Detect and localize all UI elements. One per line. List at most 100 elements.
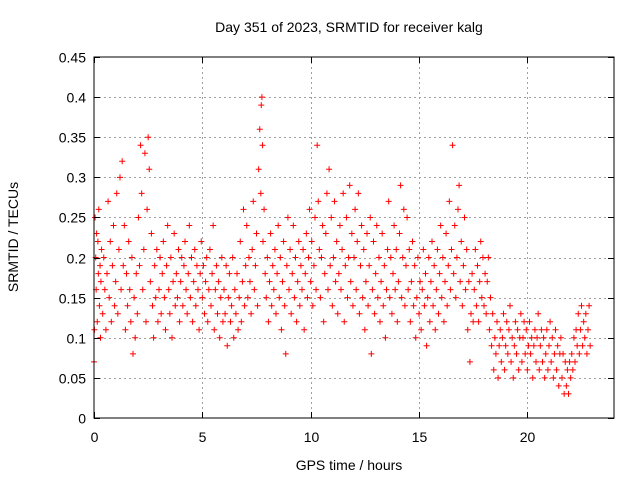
data-point: [560, 350, 567, 357]
data-point: [373, 222, 380, 229]
data-point: [448, 246, 455, 253]
data-point: [276, 294, 283, 301]
data-point: [105, 198, 112, 205]
data-point: [180, 262, 187, 269]
data-point: [234, 270, 240, 277]
data-point: [231, 286, 238, 293]
data-point: [351, 254, 357, 261]
data-point: [124, 302, 131, 309]
data-point: [398, 294, 405, 301]
data-point: [339, 246, 346, 253]
data-point: [188, 254, 195, 261]
data-point: [319, 222, 326, 229]
data-point: [579, 342, 586, 349]
data-point: [364, 230, 370, 237]
data-point: [369, 286, 376, 293]
data-point: [393, 246, 400, 253]
data-point: [166, 310, 173, 317]
data-point: [206, 246, 213, 253]
data-point: [149, 302, 156, 309]
data-point: [133, 270, 140, 277]
data-point: [289, 270, 296, 277]
data-point: [332, 278, 339, 285]
data-point: [229, 254, 236, 261]
data-point: [184, 310, 191, 317]
data-point: [450, 270, 457, 277]
data-point: [452, 294, 459, 301]
data-point: [178, 254, 185, 261]
data-point: [487, 294, 494, 301]
data-point: [497, 326, 504, 333]
data-point: [502, 342, 509, 349]
data-point: [95, 270, 102, 277]
data-point: [187, 294, 194, 301]
data-point: [152, 294, 159, 301]
data-point: [104, 270, 110, 277]
data-point: [210, 222, 217, 229]
data-point: [409, 238, 416, 245]
data-point: [226, 270, 233, 277]
data-point: [455, 206, 461, 213]
data-point: [535, 310, 542, 317]
data-point: [557, 334, 564, 341]
data-point: [399, 254, 406, 261]
data-point: [536, 366, 543, 373]
data-point: [471, 286, 478, 293]
data-point: [224, 342, 231, 349]
data-point: [348, 230, 355, 237]
data-point: [566, 358, 573, 365]
data-point: [541, 374, 548, 381]
data-point: [112, 278, 119, 285]
plot-frame: [93, 56, 615, 419]
data-point: [352, 206, 359, 213]
data-point: [107, 238, 114, 245]
data-point: [512, 318, 519, 325]
data-point: [227, 318, 234, 325]
data-point: [299, 286, 305, 293]
data-point: [244, 294, 251, 301]
data-point: [552, 326, 559, 333]
data-point: [559, 374, 565, 381]
data-point: [410, 302, 417, 309]
data-point: [489, 310, 496, 317]
data-point: [240, 206, 247, 213]
data-point: [342, 262, 349, 269]
data-point: [445, 262, 452, 269]
data-point: [526, 318, 533, 325]
data-point: [273, 310, 279, 317]
data-point: [258, 102, 265, 109]
data-point: [241, 302, 248, 309]
data-point: [397, 182, 404, 189]
data-point: [405, 286, 412, 293]
data-point: [411, 262, 418, 269]
data-point: [328, 214, 335, 221]
data-point: [259, 142, 266, 149]
data-point: [522, 350, 529, 357]
data-point: [540, 334, 547, 341]
data-point: [313, 286, 320, 293]
data-point: [113, 190, 120, 197]
data-point: [249, 246, 256, 253]
data-point: [297, 262, 304, 269]
data-point: [356, 310, 363, 317]
data-point: [99, 310, 106, 317]
data-point: [284, 214, 291, 221]
data-point: [578, 302, 585, 309]
data-point: [261, 206, 268, 213]
data-point: [97, 278, 104, 285]
y-tick-label: 0: [78, 411, 86, 427]
data-point: [94, 318, 101, 325]
y-axis-label: SRMTID / TECUs: [5, 182, 21, 292]
data-point: [264, 254, 271, 261]
data-point: [145, 134, 152, 141]
data-point: [394, 318, 401, 325]
data-point: [488, 342, 495, 349]
data-point: [383, 286, 390, 293]
data-point: [192, 302, 199, 309]
data-point: [189, 318, 196, 325]
data-point: [303, 230, 310, 237]
data-point: [479, 254, 486, 261]
data-point: [476, 278, 483, 285]
data-point: [430, 302, 437, 309]
data-point: [395, 278, 402, 285]
